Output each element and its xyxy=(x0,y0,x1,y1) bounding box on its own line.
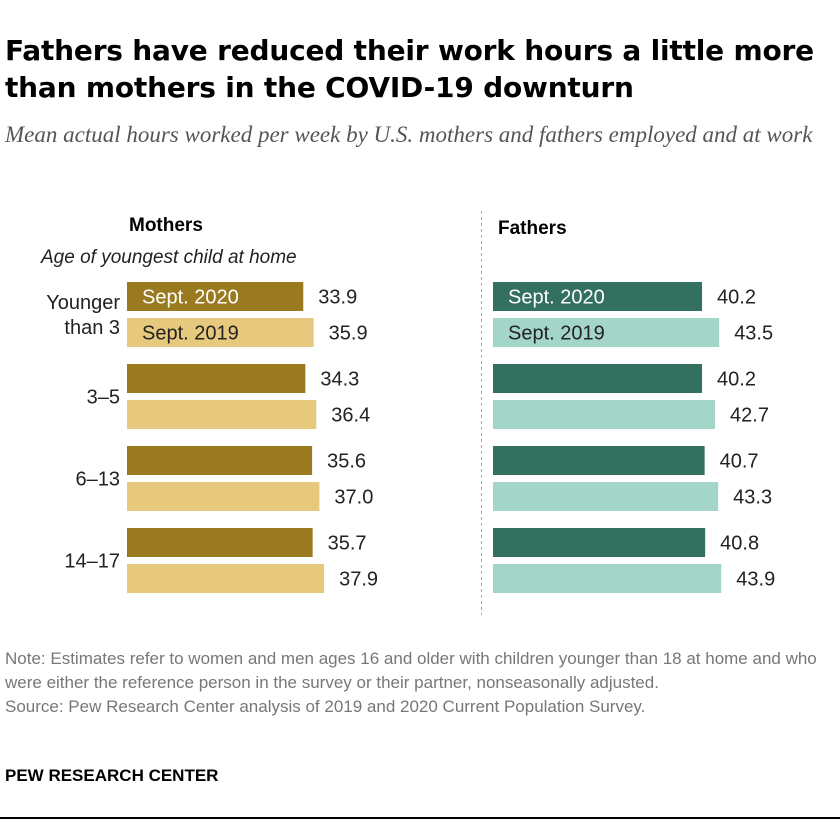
data-label: 37.0 xyxy=(334,487,373,509)
data-label: 43.9 xyxy=(736,569,775,591)
data-label: 35.9 xyxy=(329,323,368,345)
bar-fathers-2020 xyxy=(493,364,703,393)
series-label: Sept. 2020 xyxy=(142,287,239,309)
bar-mothers-2019 xyxy=(127,482,320,511)
data-label: 40.2 xyxy=(717,287,756,309)
bar-fathers-2019 xyxy=(493,400,716,429)
data-label: 34.3 xyxy=(320,369,359,391)
series-label: Sept. 2020 xyxy=(508,287,605,309)
bar-fathers-2020 xyxy=(493,282,703,311)
data-label: 40.8 xyxy=(720,533,759,555)
bar-mothers-2020 xyxy=(127,282,304,311)
bar-fathers-2019 xyxy=(493,564,722,593)
category-label: Younger xyxy=(46,292,120,314)
data-label: 40.2 xyxy=(717,369,756,391)
bar-mothers-2019 xyxy=(127,564,325,593)
data-label: 35.7 xyxy=(328,533,367,555)
data-label: 40.7 xyxy=(720,451,759,473)
bar-fathers-2020 xyxy=(493,446,705,475)
bar-mothers-2020 xyxy=(127,446,313,475)
bar-fathers-2019 xyxy=(493,318,720,347)
data-label: 33.9 xyxy=(318,287,357,309)
category-label: than 3 xyxy=(64,317,120,339)
data-label: 43.5 xyxy=(734,323,773,345)
row-header: Age of youngest child at home xyxy=(40,247,297,268)
panel-title-mothers: Mothers xyxy=(129,215,203,236)
bottom-rule xyxy=(0,817,840,819)
bar-fathers-2019 xyxy=(493,482,719,511)
bar-mothers-2020 xyxy=(127,528,313,557)
chart-subtitle: Mean actual hours worked per week by U.S… xyxy=(5,122,813,147)
category-label: 6–13 xyxy=(76,469,121,491)
bar-mothers-2019 xyxy=(127,318,314,347)
bar-fathers-2020 xyxy=(493,528,706,557)
source-text: Source: Pew Research Center analysis of … xyxy=(5,697,646,716)
bar-chart: Mothers 33.9 Sept. 2020 35.9 Sept. 2019 34.3 3… xyxy=(40,211,775,615)
category-label: 14–17 xyxy=(64,551,120,573)
bar-mothers-2020 xyxy=(127,364,306,393)
chart-notes: Note: Estimates refer to women and men a… xyxy=(5,647,830,719)
data-label: 35.6 xyxy=(327,451,366,473)
series-label: Sept. 2019 xyxy=(142,323,239,345)
category-label: 3–5 xyxy=(87,387,120,409)
note-text: Note: Estimates refer to women and men a… xyxy=(5,649,817,692)
bar-mothers-2019 xyxy=(127,400,317,429)
data-label: 36.4 xyxy=(331,405,370,427)
data-label: 43.3 xyxy=(733,487,772,509)
data-label: 37.9 xyxy=(339,569,378,591)
brand-label: PEW RESEARCH CENTER xyxy=(5,766,219,785)
data-label: 42.7 xyxy=(730,405,769,427)
chart-title: Fathers have reduced their work hours a … xyxy=(5,34,814,104)
series-label: Sept. 2019 xyxy=(508,323,605,345)
panel-title-fathers: Fathers xyxy=(498,218,567,239)
